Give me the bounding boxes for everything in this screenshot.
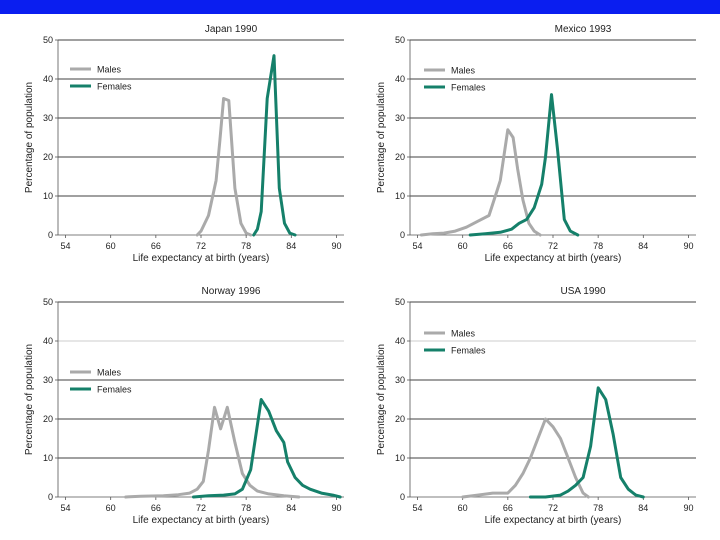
y-axis-label: Percentage of population xyxy=(376,82,387,193)
legend-label-females: Females xyxy=(97,82,132,92)
x-tick-label: 84 xyxy=(286,241,296,251)
y-tick-label: 20 xyxy=(43,414,53,424)
y-axis-label: Percentage of population xyxy=(24,82,35,193)
x-tick-label: 78 xyxy=(593,241,603,251)
x-tick-label: 60 xyxy=(458,241,468,251)
series-line-females xyxy=(192,398,342,499)
y-tick-label: 0 xyxy=(400,492,405,502)
y-tick-label: 20 xyxy=(395,414,405,424)
y-tick-label: 0 xyxy=(48,230,53,240)
x-tick-label: 60 xyxy=(458,503,468,513)
y-tick-label: 40 xyxy=(43,336,53,346)
y-tick-label: 40 xyxy=(43,74,53,84)
x-tick-label: 84 xyxy=(638,503,648,513)
legend-label-females: Females xyxy=(97,385,132,395)
y-tick-label: 20 xyxy=(395,152,405,162)
chart-title: Mexico 1993 xyxy=(555,24,612,35)
x-tick-label: 72 xyxy=(196,503,206,513)
y-axis-label: Percentage of population xyxy=(376,344,387,455)
x-tick-label: 66 xyxy=(503,503,513,513)
chart-3: 0 10 20 30 40 50 54 60 66 72 78 84 90 Norway 1996 Life… xyxy=(24,286,344,526)
x-tick-label: 66 xyxy=(151,241,161,251)
y-tick-label: 40 xyxy=(395,336,405,346)
series-line-males xyxy=(461,417,590,499)
x-tick-label: 72 xyxy=(548,241,558,251)
x-axis-label: Life expectancy at birth (years) xyxy=(485,515,622,526)
x-tick-label: 78 xyxy=(593,503,603,513)
legend: Males Females xyxy=(70,368,132,395)
x-tick-label: 66 xyxy=(503,241,513,251)
chart-title: USA 1990 xyxy=(560,286,605,297)
series-line-females xyxy=(528,386,645,499)
x-tick-label: 72 xyxy=(548,503,558,513)
y-tick-label: 50 xyxy=(395,35,405,45)
legend-label-females: Females xyxy=(451,83,486,93)
y-tick-label: 20 xyxy=(43,152,53,162)
y-tick-label: 10 xyxy=(43,191,53,201)
chart-1: 0 10 20 30 40 50 54 60 66 72 78 84 90 Japan 1990 Life … xyxy=(24,24,344,264)
series-line-females xyxy=(252,54,297,237)
x-axis-label: Life expectancy at birth (years) xyxy=(485,253,622,264)
y-tick-label: 50 xyxy=(395,297,405,307)
x-tick-label: 60 xyxy=(106,503,116,513)
chart-4: 0 10 20 30 40 50 54 60 66 72 78 84 90 USA 1990 Life ex… xyxy=(376,286,696,526)
y-tick-label: 50 xyxy=(43,297,53,307)
y-tick-label: 40 xyxy=(395,74,405,84)
x-tick-label: 84 xyxy=(286,503,296,513)
x-tick-label: 66 xyxy=(151,503,161,513)
legend: Males Females xyxy=(70,65,132,92)
y-tick-label: 0 xyxy=(48,492,53,502)
y-tick-label: 10 xyxy=(395,453,405,463)
x-axis-label: Life expectancy at birth (years) xyxy=(133,253,270,264)
series-line-males xyxy=(195,97,253,237)
x-tick-label: 90 xyxy=(683,241,693,251)
y-tick-label: 10 xyxy=(395,191,405,201)
top-banner xyxy=(0,0,720,14)
y-tick-label: 50 xyxy=(43,35,53,45)
x-tick-label: 90 xyxy=(331,503,341,513)
legend: Males Females xyxy=(424,66,486,93)
x-tick-label: 84 xyxy=(638,241,648,251)
x-tick-label: 78 xyxy=(241,503,251,513)
x-tick-label: 90 xyxy=(331,241,341,251)
series-line-females xyxy=(468,93,580,237)
x-tick-label: 60 xyxy=(106,241,116,251)
x-tick-label: 54 xyxy=(413,241,423,251)
series-line-males xyxy=(419,128,542,237)
y-tick-label: 0 xyxy=(400,230,405,240)
legend-label-males: Males xyxy=(97,368,122,378)
series-line-males xyxy=(124,405,301,499)
x-tick-label: 72 xyxy=(196,241,206,251)
legend: Males Females xyxy=(424,329,486,356)
chart-title: Japan 1990 xyxy=(205,24,258,35)
y-tick-label: 30 xyxy=(395,375,405,385)
legend-label-males: Males xyxy=(451,329,476,339)
legend-label-males: Males xyxy=(97,65,122,75)
chart-title: Norway 1996 xyxy=(202,286,261,297)
y-tick-label: 30 xyxy=(43,113,53,123)
y-tick-label: 30 xyxy=(395,113,405,123)
x-tick-label: 90 xyxy=(683,503,693,513)
x-tick-label: 54 xyxy=(61,241,71,251)
legend-label-females: Females xyxy=(451,346,486,356)
legend-label-males: Males xyxy=(451,66,476,76)
x-tick-label: 54 xyxy=(413,503,423,513)
y-tick-label: 10 xyxy=(43,453,53,463)
x-tick-label: 78 xyxy=(241,241,251,251)
y-axis-label: Percentage of population xyxy=(24,344,35,455)
y-tick-label: 30 xyxy=(43,375,53,385)
chart-2: 0 10 20 30 40 50 54 60 66 72 78 84 90 Mexico 1993 Life… xyxy=(376,24,696,264)
x-axis-label: Life expectancy at birth (years) xyxy=(133,515,270,526)
x-tick-label: 54 xyxy=(61,503,71,513)
